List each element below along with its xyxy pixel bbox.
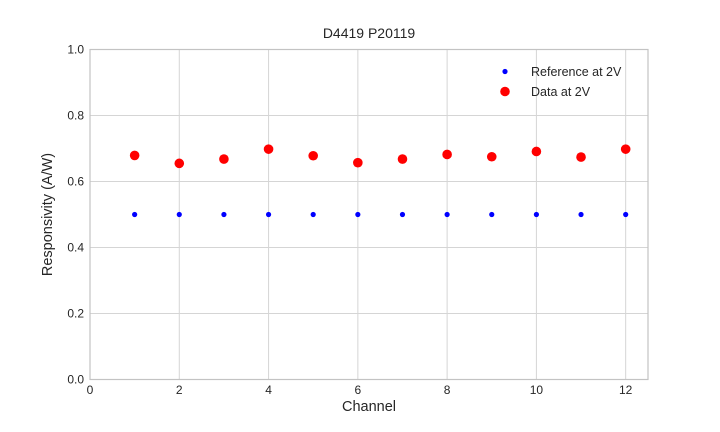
data-point-reference <box>623 211 629 218</box>
x-axis-label: Channel <box>342 399 396 415</box>
data-point-reference <box>489 211 495 218</box>
y-tick-label: 0.0 <box>67 373 84 387</box>
legend-label-data: Data at 2V <box>531 85 591 99</box>
legend-marker-reference <box>502 68 508 75</box>
x-tick-label: 0 <box>87 383 94 397</box>
y-axis-label: Responsivity (A/W) <box>40 153 56 276</box>
data-point-reference <box>221 211 227 218</box>
data-point-reference <box>533 211 540 218</box>
data-point-data <box>174 158 185 169</box>
x-tick-label: 2 <box>176 383 183 397</box>
y-tick-label: 1.0 <box>67 43 84 57</box>
x-tick-label: 12 <box>619 383 633 397</box>
data-point-data <box>486 151 497 162</box>
legend-markers <box>500 68 510 97</box>
data-point-data <box>129 150 140 161</box>
data-point-data <box>263 144 274 154</box>
plot-border <box>89 48 649 381</box>
y-tick-label: 0.6 <box>67 175 84 189</box>
data-point-data <box>353 157 363 168</box>
data-point-data <box>442 149 452 160</box>
data-point-reference <box>176 211 182 218</box>
data-point-reference <box>355 211 361 218</box>
y-tick-label: 0.2 <box>67 307 84 321</box>
legend: Reference at 2V Data at 2V <box>500 65 622 99</box>
data-point-reference <box>310 211 316 218</box>
axes-layer: 0 2 4 6 8 10 12 0.0 0.2 0.4 0.6 0.8 1.0 <box>67 43 649 397</box>
x-tick-label: 10 <box>530 383 544 397</box>
data-point-reference <box>265 211 272 218</box>
data-point-reference <box>399 211 406 218</box>
x-tick-label: 4 <box>265 383 272 397</box>
legend-label-reference: Reference at 2V <box>531 65 622 79</box>
points-layer <box>129 144 631 218</box>
chart-title: D4419 P20119 <box>323 25 416 41</box>
legend-marker-data <box>500 86 510 97</box>
x-tick-label: 6 <box>354 383 361 397</box>
data-point-data <box>531 146 542 157</box>
data-point-data <box>308 150 319 161</box>
y-tick-label: 0.8 <box>67 109 84 123</box>
data-point-data <box>219 154 229 164</box>
data-point-reference <box>132 211 138 218</box>
data-point-data <box>620 144 631 154</box>
x-tick-label: 8 <box>444 383 451 397</box>
data-point-data <box>576 152 586 162</box>
y-tick-label: 0.4 <box>67 241 84 255</box>
data-point-data <box>397 154 408 164</box>
data-point-reference <box>444 211 450 218</box>
data-point-reference <box>578 211 584 218</box>
grid-layer <box>89 49 648 380</box>
